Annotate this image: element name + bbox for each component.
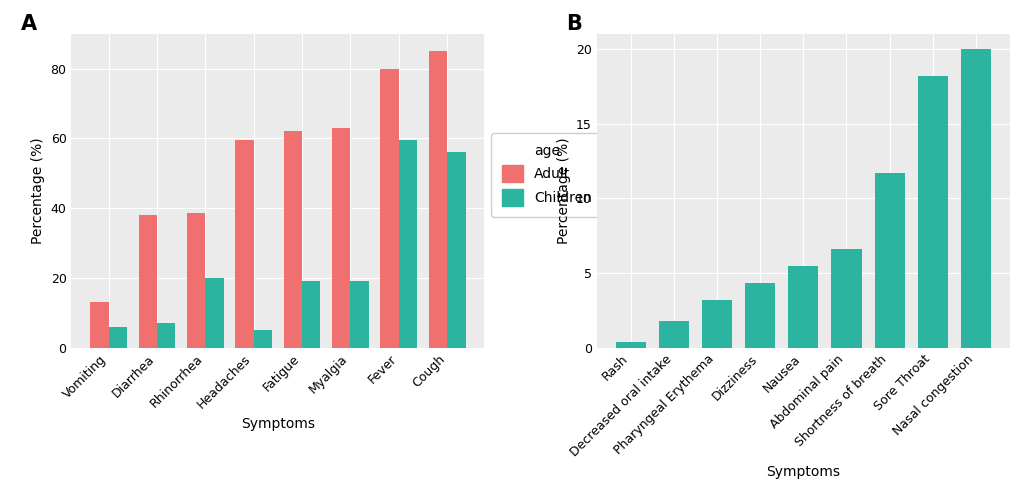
Bar: [157, 323, 175, 348]
Bar: [302, 282, 320, 348]
Bar: [139, 215, 157, 348]
Bar: [235, 140, 254, 348]
Bar: [701, 300, 732, 348]
Bar: [917, 76, 947, 348]
Y-axis label: Percentage (%): Percentage (%): [556, 138, 570, 244]
Bar: [960, 49, 990, 348]
Y-axis label: Percentage (%): Percentage (%): [31, 138, 45, 244]
Bar: [658, 321, 689, 348]
Bar: [428, 51, 446, 348]
Text: A: A: [20, 14, 37, 34]
Bar: [380, 69, 398, 348]
Bar: [283, 131, 302, 348]
Bar: [830, 249, 861, 348]
Bar: [332, 128, 351, 348]
Bar: [615, 342, 645, 348]
Bar: [873, 173, 904, 348]
Bar: [254, 330, 272, 348]
Bar: [446, 153, 465, 348]
Legend: Adult, Children: Adult, Children: [491, 133, 602, 217]
Bar: [788, 266, 817, 348]
Bar: [90, 302, 108, 348]
Bar: [398, 140, 417, 348]
X-axis label: Symptoms: Symptoms: [240, 417, 315, 431]
Bar: [186, 213, 205, 348]
Text: B: B: [566, 14, 582, 34]
Bar: [351, 282, 369, 348]
Bar: [108, 327, 126, 348]
X-axis label: Symptoms: Symptoms: [765, 465, 840, 479]
Bar: [744, 284, 774, 348]
Bar: [205, 278, 223, 348]
